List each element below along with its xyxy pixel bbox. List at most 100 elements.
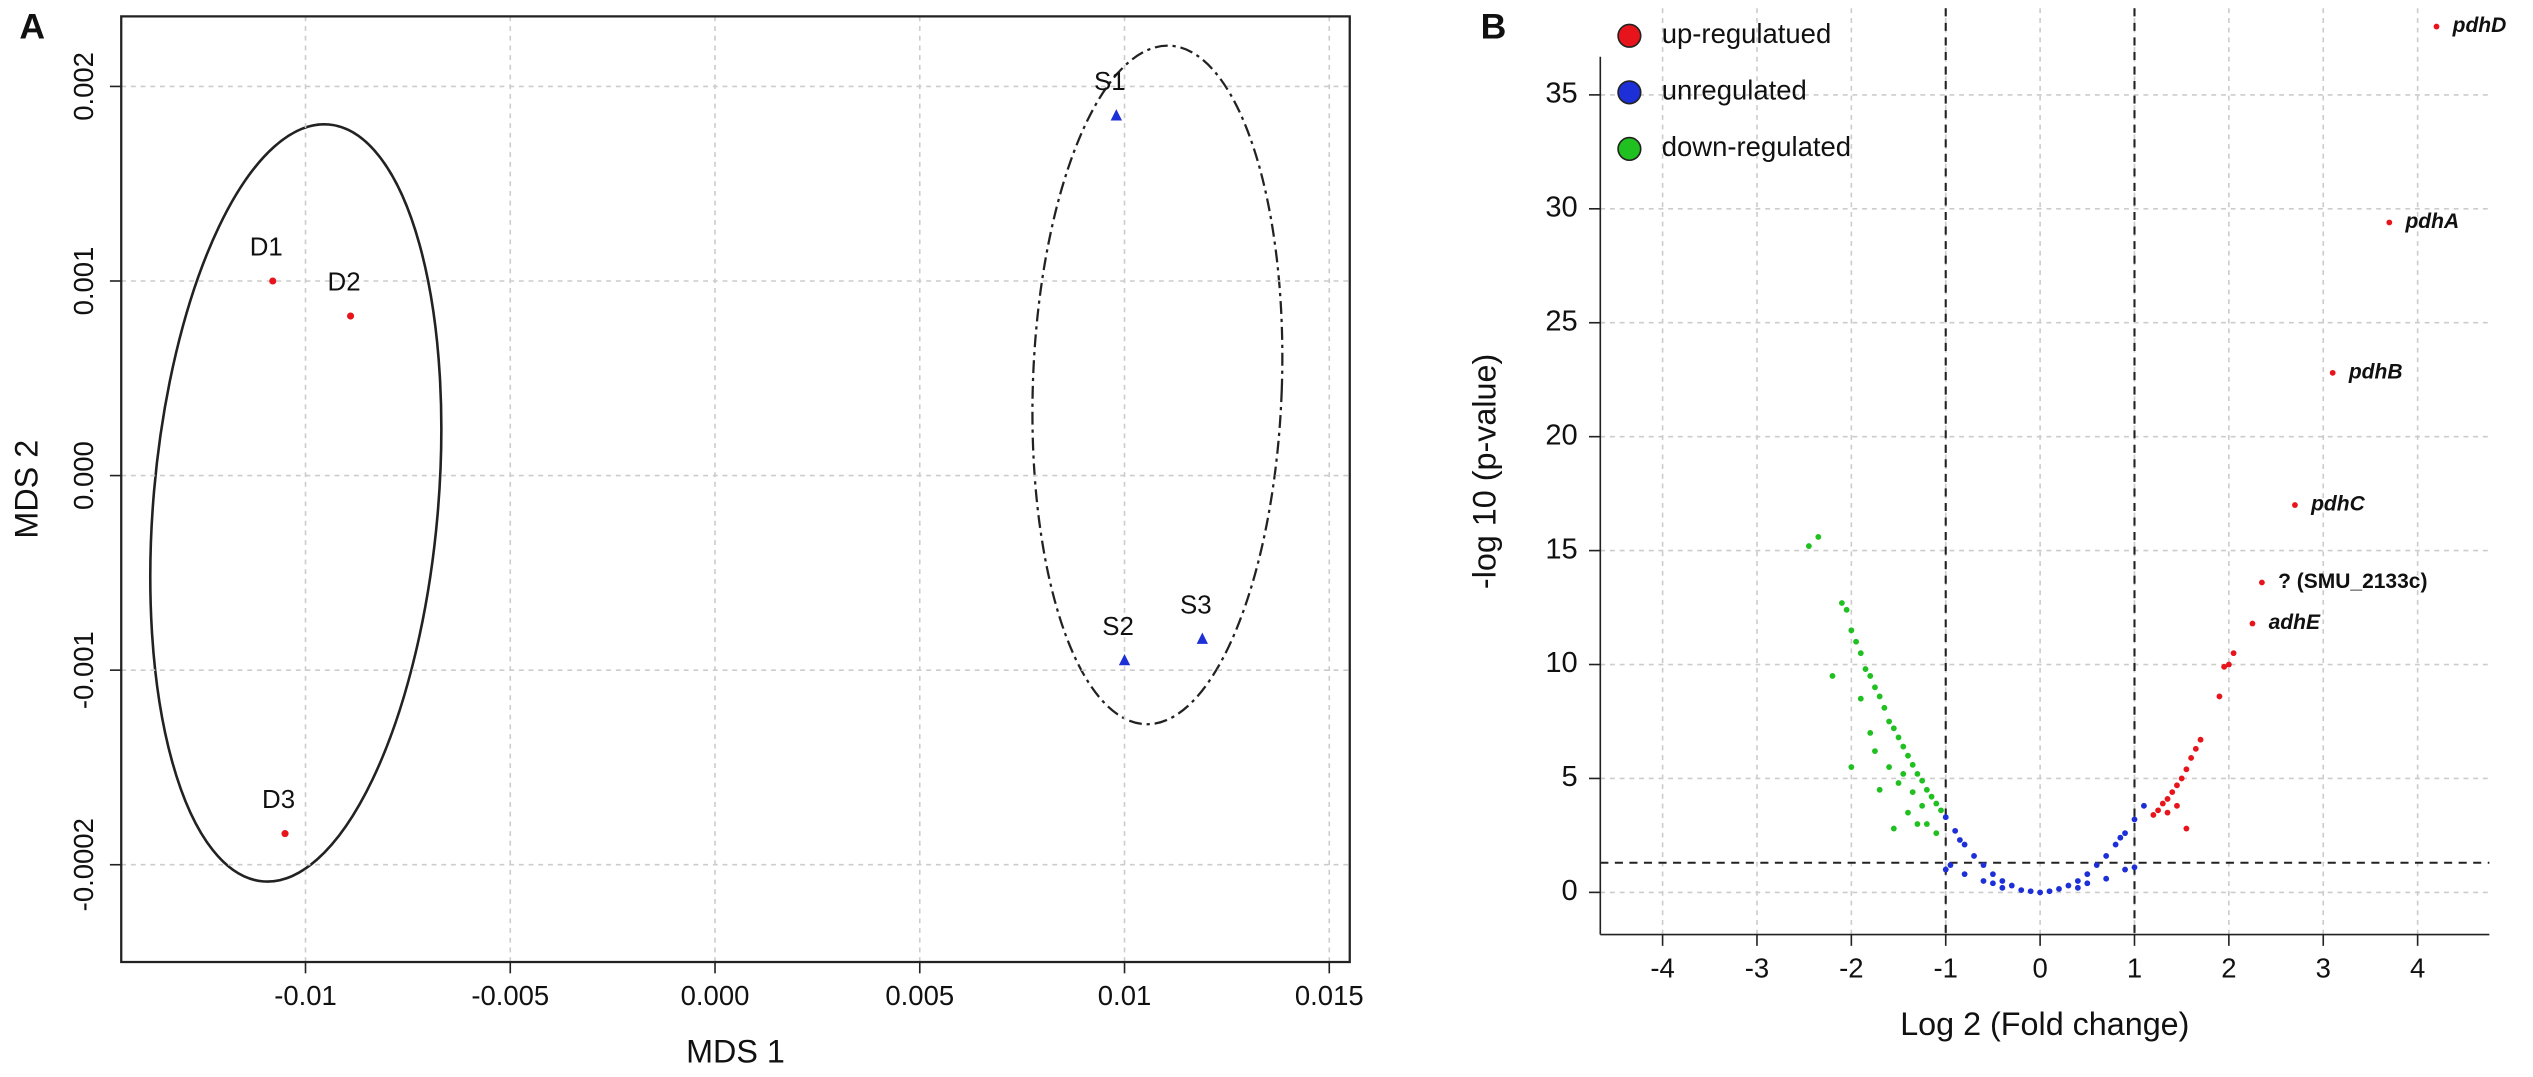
point [1848, 627, 1855, 634]
point [1947, 862, 1954, 868]
point [1815, 534, 1822, 540]
point [2329, 369, 2336, 376]
point [1848, 764, 1855, 770]
x-tick-label: -3 [1745, 952, 1769, 983]
point [2386, 219, 2393, 226]
point [2084, 871, 2091, 878]
x-tick-label: 2 [2221, 952, 2236, 983]
point [1990, 880, 1996, 887]
point-label: D2 [328, 269, 361, 297]
plot-frame [120, 15, 1351, 964]
point [2292, 502, 2298, 508]
point [1900, 770, 1907, 777]
point [2197, 736, 2204, 743]
point [1990, 871, 1996, 878]
point [1928, 793, 1935, 800]
panel-letter: A [19, 7, 45, 47]
point [1909, 761, 1916, 768]
point [1999, 878, 2006, 884]
point [1956, 837, 1963, 843]
x-tick-label: 3 [2316, 952, 2331, 983]
y-tick-label: 35 [1545, 78, 1577, 110]
point [1867, 729, 1874, 736]
point [1905, 809, 1911, 816]
x-tick-label: 0.000 [681, 980, 750, 1011]
point [1905, 752, 1911, 759]
point [2103, 875, 2110, 882]
point-annotation: pdhB [2348, 360, 2403, 383]
point [1933, 830, 1940, 837]
point [1999, 884, 2006, 891]
point [1857, 695, 1864, 702]
point [2131, 864, 2138, 871]
point [2188, 755, 2195, 761]
point [1843, 606, 1850, 613]
point [1923, 786, 1930, 793]
y-axis-title: MDS 2 [9, 440, 45, 539]
x-tick-label: 0.005 [885, 980, 954, 1011]
point [2169, 789, 2176, 796]
y-tick-label: 5 [1561, 761, 1577, 793]
point [2159, 800, 2166, 807]
point [2164, 809, 2171, 816]
point [2117, 834, 2124, 841]
y-tick-label: 10 [1545, 647, 1577, 679]
point [1890, 825, 1897, 832]
point [2164, 796, 2171, 802]
point [2155, 807, 2161, 814]
point [269, 277, 277, 285]
point [2216, 693, 2223, 700]
point [2174, 782, 2180, 789]
legend-swatch [1617, 23, 1642, 48]
point [2141, 802, 2147, 809]
x-tick-label: -4 [1650, 952, 1674, 983]
point-annotation: pdhA [2404, 210, 2459, 233]
point [1118, 653, 1131, 666]
point [1876, 786, 1883, 793]
point [347, 312, 355, 320]
y-tick-label: 20 [1545, 419, 1577, 451]
point-annotation: adhE [2269, 611, 2321, 634]
x-axis-title: MDS 1 [686, 1034, 785, 1070]
point-label: S2 [1102, 613, 1134, 641]
point [1876, 693, 1883, 700]
point [1900, 743, 1907, 750]
point [1867, 673, 1874, 679]
point [1110, 109, 1122, 121]
point [2192, 745, 2199, 752]
point [1805, 543, 1812, 549]
point [1952, 827, 1959, 834]
point [1853, 638, 1859, 645]
point [2122, 830, 2128, 837]
point [1914, 821, 1921, 827]
panel-letter: B [1481, 7, 1507, 47]
point [1919, 777, 1926, 784]
point [2258, 579, 2265, 586]
point [2150, 811, 2157, 818]
y-axis-title: -log 10 (p-value) [1467, 354, 1503, 589]
point [1961, 871, 1968, 878]
x-tick-label: -0.01 [274, 980, 337, 1011]
point [1942, 866, 1949, 873]
y-tick-label: 25 [1545, 305, 1577, 337]
point [1829, 673, 1836, 679]
y-tick-label: 15 [1545, 533, 1577, 565]
point [2074, 884, 2081, 891]
y-tick-label: 0.000 [68, 441, 99, 510]
x-tick-label: 0 [2032, 952, 2047, 983]
point-annotation: ? (SMU_2133c) [2278, 570, 2427, 593]
point [2093, 862, 2100, 868]
legend-swatch [1617, 80, 1642, 105]
point [1872, 684, 1878, 691]
point [2084, 880, 2091, 887]
point [1938, 807, 1944, 814]
point [1942, 814, 1949, 821]
x-tick-label: -1 [1934, 952, 1958, 983]
point [2131, 816, 2138, 823]
point [2018, 887, 2025, 894]
point [1919, 802, 1926, 809]
x-tick-label: 0.01 [1098, 980, 1151, 1011]
point [2037, 889, 2044, 896]
legend-label: down-regulated [1662, 131, 1851, 162]
